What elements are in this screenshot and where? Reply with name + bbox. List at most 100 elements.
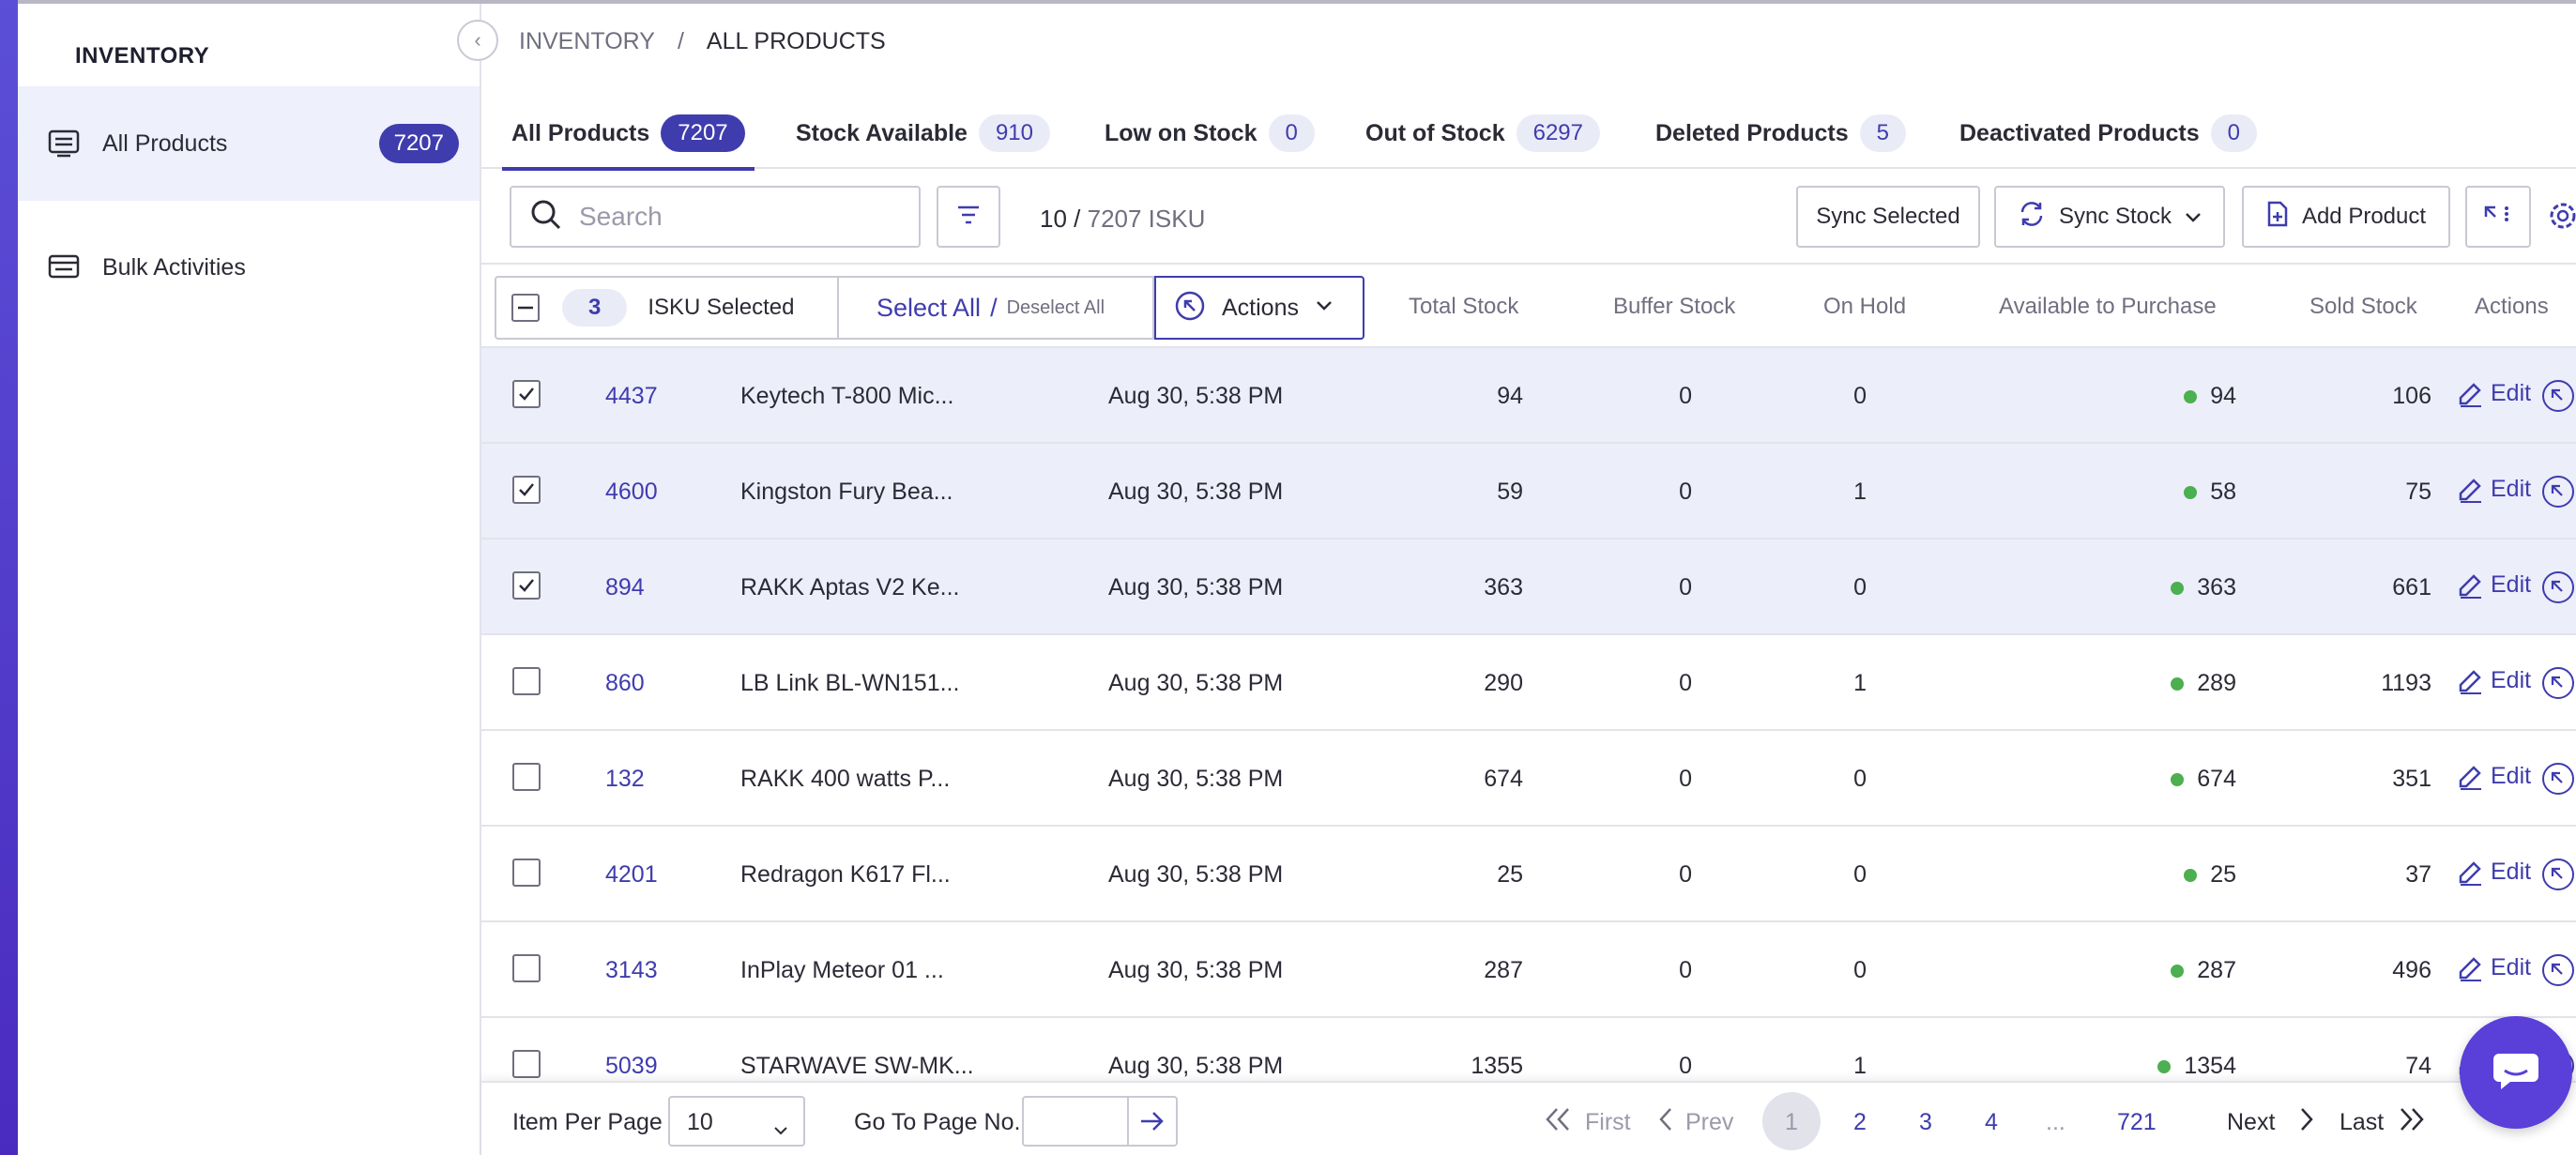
edit-button[interactable]: Edit xyxy=(2457,859,2531,886)
row-action-button[interactable] xyxy=(2542,954,2574,986)
isku-id-link[interactable]: 4437 xyxy=(605,383,658,409)
row-checkbox[interactable] xyxy=(512,667,541,695)
deselect-all-link[interactable]: Deselect All xyxy=(1006,296,1105,318)
filter-button[interactable] xyxy=(937,186,1000,248)
isku-id-link[interactable]: 3143 xyxy=(605,957,658,983)
product-name[interactable]: Kingston Fury Bea... xyxy=(740,479,953,505)
tab-low-on-stock[interactable]: Low on Stock 0 xyxy=(1105,98,1315,169)
tab-stock-available[interactable]: Stock Available 910 xyxy=(796,98,1050,169)
status-dot-icon xyxy=(2184,390,2198,404)
product-name[interactable]: STARWAVE SW-MK... xyxy=(740,1053,974,1079)
available-to-purchase: 25 xyxy=(2077,861,2236,889)
table-row[interactable]: 132 RAKK 400 watts P... Aug 30, 5:38 PM 674… xyxy=(481,731,2576,827)
table-row[interactable]: 3143 InPlay Meteor 01 ... Aug 30, 5:38 PM 2… xyxy=(481,922,2576,1018)
first-page-button[interactable]: First xyxy=(1585,1109,1631,1135)
tab-all-products[interactable]: All Products 7207 xyxy=(502,98,755,171)
sidebar-item-bulk-activities[interactable]: Bulk Activities xyxy=(18,210,480,325)
edit-button[interactable]: Edit xyxy=(2457,954,2531,981)
column-header-total-stock[interactable]: Total Stock xyxy=(1409,294,1519,319)
item-per-page-select[interactable]: 10 xyxy=(668,1096,805,1147)
edit-button[interactable]: Edit xyxy=(2457,763,2531,790)
product-name[interactable]: LB Link BL-WN151... xyxy=(740,670,960,696)
row-checkbox[interactable] xyxy=(512,763,541,791)
row-action-button[interactable] xyxy=(2542,571,2574,603)
available-value: 287 xyxy=(2197,957,2236,983)
isku-id-link[interactable]: 4600 xyxy=(605,479,658,505)
sync-stock-button[interactable]: Sync Stock xyxy=(1994,186,2225,248)
buffer-stock-value: 0 xyxy=(1679,957,1692,983)
product-name[interactable]: Keytech T-800 Mic... xyxy=(740,383,954,409)
breadcrumb-root[interactable]: INVENTORY xyxy=(519,28,655,54)
add-product-button[interactable]: Add Product xyxy=(2242,186,2450,248)
last-page-button[interactable]: Last xyxy=(2340,1109,2385,1135)
selected-label: ISKU Selected xyxy=(648,295,795,320)
search-input[interactable] xyxy=(579,202,898,232)
on-hold-value: 0 xyxy=(1853,861,1867,888)
total-stock-value: 59 xyxy=(1497,479,1523,505)
sold-stock-value: 75 xyxy=(2405,479,2431,505)
tab-out-of-stock[interactable]: Out of Stock 6297 xyxy=(1365,98,1600,169)
page-2[interactable]: 2 xyxy=(1853,1109,1867,1135)
product-name[interactable]: InPlay Meteor 01 ... xyxy=(740,957,944,983)
isku-id-link[interactable]: 860 xyxy=(605,670,645,696)
collapse-view-button[interactable] xyxy=(2465,186,2531,248)
table-row[interactable]: 4600 Kingston Fury Bea... Aug 30, 5:38 PM 5… xyxy=(481,444,2576,540)
row-checkbox[interactable] xyxy=(512,954,541,982)
edit-button[interactable]: Edit xyxy=(2457,667,2531,694)
table-row[interactable]: 894 RAKK Aptas V2 Ke... Aug 30, 5:38 PM 363… xyxy=(481,540,2576,635)
isku-id-link[interactable]: 4201 xyxy=(605,861,658,888)
table-row[interactable]: 4201 Redragon K617 Fl... Aug 30, 5:38 PM 25… xyxy=(481,827,2576,922)
isku-id-link[interactable]: 5039 xyxy=(605,1053,658,1079)
page-721[interactable]: 721 xyxy=(2117,1109,2157,1135)
edit-button[interactable]: Edit xyxy=(2457,380,2531,407)
tab-label: Deactivated Products xyxy=(1959,119,2200,146)
sidebar-collapse-button[interactable]: ‹ xyxy=(457,20,498,61)
chat-launcher-button[interactable] xyxy=(2460,1016,2572,1129)
total-stock-value: 363 xyxy=(1484,574,1523,600)
buffer-stock-value: 0 xyxy=(1679,479,1692,505)
select-all-link[interactable]: Select All xyxy=(876,293,982,322)
row-action-button[interactable] xyxy=(2542,763,2574,795)
prev-page-button[interactable]: Prev xyxy=(1685,1109,1734,1135)
edit-button[interactable]: Edit xyxy=(2457,476,2531,503)
updated-date: Aug 30, 5:38 PM xyxy=(1108,957,1284,983)
settings-icon[interactable] xyxy=(2544,197,2576,239)
next-page-button[interactable]: Next xyxy=(2227,1109,2276,1135)
page-3[interactable]: 3 xyxy=(1919,1109,1932,1135)
row-checkbox[interactable] xyxy=(512,1050,541,1078)
table-row[interactable]: 860 LB Link BL-WN151... Aug 30, 5:38 PM 290… xyxy=(481,635,2576,731)
product-name[interactable]: RAKK 400 watts P... xyxy=(740,766,951,792)
row-action-button[interactable] xyxy=(2542,476,2574,508)
edit-button[interactable]: Edit xyxy=(2457,571,2531,599)
breadcrumb: INVENTORY / ALL PRODUCTS xyxy=(519,28,886,55)
row-checkbox[interactable] xyxy=(512,859,541,887)
product-name[interactable]: Redragon K617 Fl... xyxy=(740,861,951,888)
product-name[interactable]: RAKK Aptas V2 Ke... xyxy=(740,574,960,600)
go-arrow-icon[interactable] xyxy=(1138,1109,1166,1140)
updated-date: Aug 30, 5:38 PM xyxy=(1108,383,1284,409)
column-header-on-hold[interactable]: On Hold xyxy=(1823,294,1907,319)
column-header-actions: Actions xyxy=(2475,294,2549,319)
page-4[interactable]: 4 xyxy=(1985,1109,1998,1135)
row-action-button[interactable] xyxy=(2542,667,2574,699)
row-checkbox[interactable] xyxy=(512,476,541,504)
column-header-buffer-stock[interactable]: Buffer Stock xyxy=(1613,294,1736,319)
row-action-button[interactable] xyxy=(2542,859,2574,890)
action-arrow-icon xyxy=(2551,963,2563,975)
isku-id-link[interactable]: 132 xyxy=(605,766,645,792)
row-action-button[interactable] xyxy=(2542,380,2574,412)
table-row[interactable]: 4437 Keytech T-800 Mic... Aug 30, 5:38 PM 9… xyxy=(481,348,2576,444)
bulk-select-checkbox[interactable] xyxy=(511,294,540,322)
sync-selected-button[interactable]: Sync Selected xyxy=(1796,186,1980,248)
row-checkbox[interactable] xyxy=(512,571,541,600)
column-header-available[interactable]: Available to Purchase xyxy=(1999,294,2217,319)
row-checkbox[interactable] xyxy=(512,380,541,408)
tab-deactivated-products[interactable]: Deactivated Products 0 xyxy=(1959,98,2257,169)
go-to-page-input[interactable] xyxy=(1022,1096,1178,1147)
tab-deleted-products[interactable]: Deleted Products 5 xyxy=(1655,98,1906,169)
column-header-sold-stock[interactable]: Sold Stock xyxy=(2309,294,2417,319)
sidebar-item-all-products[interactable]: All Products 7207 xyxy=(18,86,480,201)
page-1[interactable]: 1 xyxy=(1785,1109,1798,1135)
isku-id-link[interactable]: 894 xyxy=(605,574,645,600)
actions-dropdown[interactable]: Actions xyxy=(1154,276,1364,340)
